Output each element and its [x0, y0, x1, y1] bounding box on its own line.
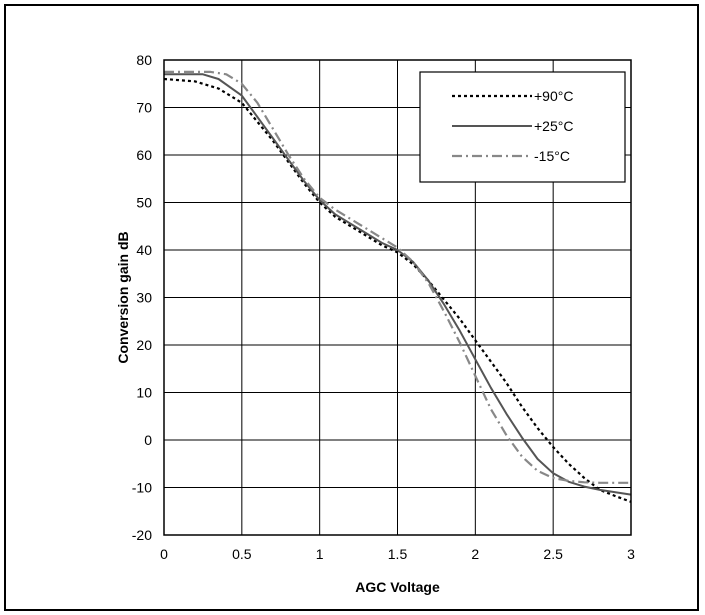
legend-label: +90°C	[534, 88, 573, 104]
y-tick-label: 80	[136, 52, 152, 68]
y-tick-labels: -20 -10 0 10 20 30 40 50 60 70 80	[132, 52, 152, 543]
y-tick-label: 70	[136, 100, 152, 116]
y-tick-label: -20	[132, 527, 152, 543]
x-tick-label: 0.5	[232, 546, 252, 562]
y-tick-label: 0	[144, 432, 152, 448]
x-tick-label: 2.5	[543, 546, 563, 562]
legend: +90°C +25°C -15°C	[419, 71, 626, 183]
y-tick-label: 40	[136, 242, 152, 258]
y-tick-label: 50	[136, 195, 152, 211]
x-tick-label: 2	[471, 546, 479, 562]
y-tick-label: 20	[136, 337, 152, 353]
x-tick-label: 0	[160, 546, 168, 562]
legend-label: +25°C	[534, 118, 573, 134]
series-line-1	[163, 77, 632, 503]
x-tick-label: 3	[627, 546, 635, 562]
x-axis-title: AGC Voltage	[355, 579, 440, 595]
y-tick-label: 10	[136, 385, 152, 401]
x-tick-labels: 0 0.5 1 1.5 2 2.5 3	[160, 546, 635, 562]
y-tick-label: 60	[136, 147, 152, 163]
y-tick-label: -10	[132, 480, 152, 496]
x-tick-label: 1.5	[388, 546, 408, 562]
y-tick-label: 30	[136, 290, 152, 306]
series-lines	[163, 70, 632, 503]
series-line-3	[164, 70, 631, 484]
y-axis-title: Conversion gain dB	[115, 231, 131, 363]
x-tick-label: 1	[316, 546, 324, 562]
plot-border	[163, 59, 632, 536]
legend-label: -15°C	[534, 148, 570, 164]
series-line-2	[164, 73, 632, 496]
